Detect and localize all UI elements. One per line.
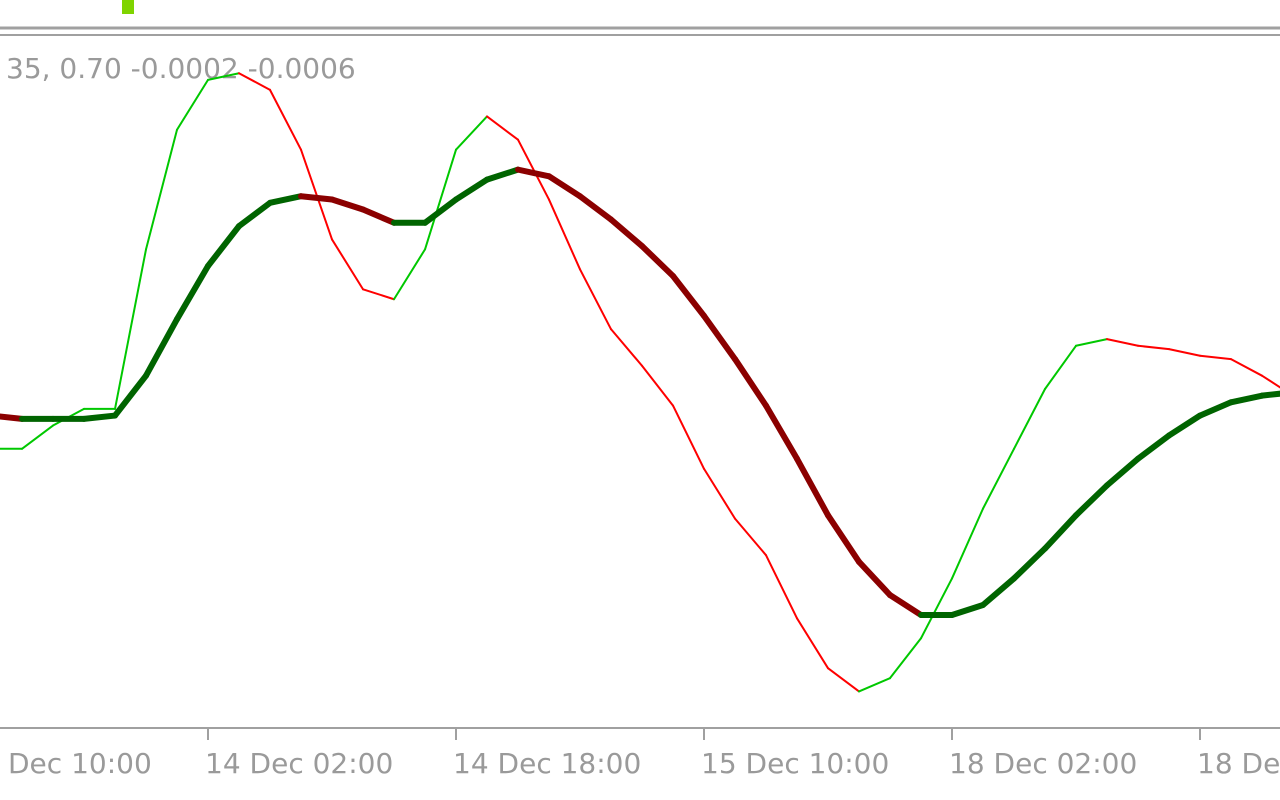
line-segment bbox=[1044, 344, 1077, 390]
line-segment bbox=[1228, 392, 1265, 406]
line-segment bbox=[205, 223, 242, 270]
line-segment bbox=[920, 577, 953, 640]
line-segment bbox=[486, 115, 519, 141]
line-segment bbox=[453, 176, 490, 203]
line-segment bbox=[1011, 545, 1048, 582]
x-tick-label: 15 Dec 10:00 bbox=[701, 747, 889, 780]
line-segment bbox=[887, 592, 924, 618]
line-segment bbox=[701, 312, 738, 363]
line-segment bbox=[207, 72, 240, 81]
line-segment bbox=[176, 78, 209, 131]
line-segment bbox=[703, 467, 736, 520]
line-segment bbox=[422, 196, 459, 226]
line-segment bbox=[1135, 432, 1172, 462]
line-segment bbox=[267, 193, 304, 206]
line-segment bbox=[672, 404, 705, 470]
line-segment bbox=[732, 356, 769, 409]
line-segment bbox=[796, 617, 829, 670]
line-segment bbox=[610, 328, 643, 367]
line-segment bbox=[546, 173, 583, 200]
x-tick-label: 18 Dec 02:00 bbox=[949, 747, 1137, 780]
line-segment bbox=[1168, 348, 1201, 357]
line-segment bbox=[0, 413, 25, 422]
line-segment bbox=[825, 512, 862, 565]
line-segment bbox=[455, 115, 488, 151]
x-tick-label: 14 Dec 02:00 bbox=[205, 747, 393, 780]
line-segment bbox=[827, 667, 860, 693]
line-segment bbox=[300, 148, 333, 241]
line-segment bbox=[1042, 512, 1079, 552]
line-segment bbox=[608, 216, 645, 250]
line-segment bbox=[548, 198, 581, 271]
line-segment bbox=[1106, 338, 1139, 347]
line-segment bbox=[298, 193, 335, 203]
line-segment bbox=[143, 316, 180, 379]
x-tick-label: 14 Dec 18:00 bbox=[453, 747, 641, 780]
line-segment bbox=[951, 507, 984, 580]
line-segment bbox=[1013, 387, 1046, 450]
line-segment bbox=[980, 575, 1017, 609]
line-segment bbox=[360, 206, 397, 226]
line-segment bbox=[639, 243, 676, 279]
line-segment bbox=[236, 199, 273, 230]
line-segment bbox=[1137, 344, 1170, 351]
line-segment bbox=[670, 272, 707, 319]
line-segment bbox=[949, 602, 986, 618]
line-segment bbox=[1104, 455, 1141, 489]
line-segment bbox=[362, 288, 395, 301]
line-segment bbox=[517, 138, 550, 201]
line-segment bbox=[982, 447, 1015, 510]
line-segment bbox=[1073, 482, 1110, 519]
line-segment bbox=[112, 372, 149, 419]
x-tick-label: 18 De bbox=[1197, 747, 1280, 780]
line-segment bbox=[1075, 338, 1108, 347]
line-segment bbox=[269, 88, 302, 151]
line-segment bbox=[858, 677, 891, 693]
line-segment bbox=[484, 166, 521, 183]
line-segment bbox=[763, 402, 800, 462]
line-segment bbox=[515, 166, 552, 180]
indicator-label: 35, 0.70 -0.0002 -0.0006 bbox=[6, 52, 356, 85]
line-segment bbox=[734, 517, 767, 557]
line-segment bbox=[238, 72, 271, 91]
line-segment bbox=[1197, 399, 1234, 419]
line-segment bbox=[1166, 412, 1203, 439]
line-segment bbox=[393, 248, 426, 301]
line-segment bbox=[889, 637, 922, 680]
line-segment bbox=[21, 424, 54, 450]
line-segment bbox=[577, 193, 614, 223]
line-segment bbox=[1199, 354, 1232, 361]
line-segment bbox=[1261, 374, 1280, 389]
line-segment bbox=[1259, 390, 1280, 399]
line-segment bbox=[1230, 358, 1263, 377]
line-segment bbox=[641, 364, 674, 407]
line-segment bbox=[331, 238, 364, 291]
line-segment bbox=[174, 263, 211, 323]
line-segment bbox=[765, 554, 798, 620]
line-segment bbox=[794, 455, 831, 519]
x-tick-label: Dec 10:00 bbox=[8, 747, 152, 780]
line-segment bbox=[114, 248, 147, 410]
line-segment bbox=[145, 128, 178, 251]
line-segment bbox=[329, 196, 366, 213]
line-segment bbox=[424, 148, 457, 251]
line-segment bbox=[579, 268, 612, 331]
indicator-icon bbox=[122, 0, 134, 14]
line-segment bbox=[856, 558, 893, 599]
line-segment bbox=[81, 412, 118, 422]
